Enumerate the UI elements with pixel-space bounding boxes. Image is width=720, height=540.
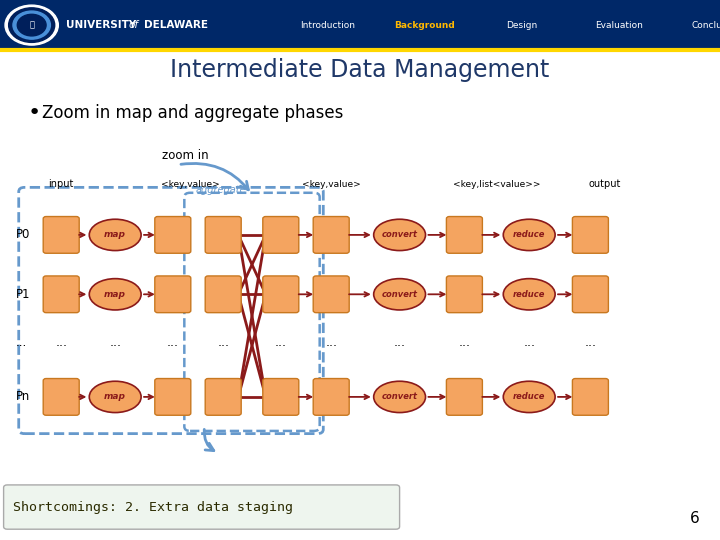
Text: reduce: reduce bbox=[513, 393, 545, 401]
FancyBboxPatch shape bbox=[313, 217, 349, 253]
Text: convert: convert bbox=[382, 290, 418, 299]
FancyBboxPatch shape bbox=[572, 276, 608, 313]
FancyBboxPatch shape bbox=[43, 379, 79, 415]
FancyBboxPatch shape bbox=[0, 0, 720, 50]
FancyBboxPatch shape bbox=[572, 379, 608, 415]
Text: reduce: reduce bbox=[513, 290, 545, 299]
FancyBboxPatch shape bbox=[446, 276, 482, 313]
Ellipse shape bbox=[503, 219, 555, 251]
Text: reduce: reduce bbox=[513, 231, 545, 239]
Text: •: • bbox=[27, 103, 40, 124]
FancyBboxPatch shape bbox=[205, 276, 241, 313]
Circle shape bbox=[5, 5, 58, 45]
Text: Intermediate Data Management: Intermediate Data Management bbox=[171, 58, 549, 82]
Text: 📚: 📚 bbox=[30, 21, 34, 30]
Text: DELAWARE: DELAWARE bbox=[144, 20, 208, 30]
FancyBboxPatch shape bbox=[263, 217, 299, 253]
Text: Evaluation: Evaluation bbox=[595, 21, 643, 30]
Text: ...: ... bbox=[55, 336, 67, 349]
Text: ...: ... bbox=[459, 336, 470, 349]
Text: zoom in: zoom in bbox=[162, 149, 209, 162]
Text: ...: ... bbox=[109, 336, 121, 349]
FancyBboxPatch shape bbox=[43, 217, 79, 253]
FancyBboxPatch shape bbox=[446, 379, 482, 415]
Text: Conclusion: Conclusion bbox=[692, 21, 720, 30]
FancyBboxPatch shape bbox=[4, 485, 400, 529]
FancyBboxPatch shape bbox=[155, 276, 191, 313]
Text: aggregate: aggregate bbox=[196, 185, 246, 195]
FancyBboxPatch shape bbox=[313, 379, 349, 415]
Text: convert: convert bbox=[382, 393, 418, 401]
Text: ...: ... bbox=[394, 336, 405, 349]
FancyBboxPatch shape bbox=[43, 276, 79, 313]
FancyBboxPatch shape bbox=[205, 217, 241, 253]
Text: P1: P1 bbox=[16, 288, 30, 301]
FancyBboxPatch shape bbox=[446, 217, 482, 253]
Text: input: input bbox=[48, 179, 74, 189]
FancyArrowPatch shape bbox=[181, 164, 248, 190]
Text: ...: ... bbox=[585, 336, 596, 349]
FancyBboxPatch shape bbox=[155, 379, 191, 415]
Circle shape bbox=[9, 8, 55, 42]
Circle shape bbox=[13, 11, 50, 39]
Text: Pn: Pn bbox=[16, 390, 30, 403]
Text: Design: Design bbox=[506, 21, 538, 30]
FancyBboxPatch shape bbox=[155, 217, 191, 253]
Text: <key,value>: <key,value> bbox=[302, 180, 361, 189]
Text: map: map bbox=[104, 231, 126, 239]
Text: ...: ... bbox=[167, 336, 179, 349]
Text: ...: ... bbox=[523, 336, 535, 349]
Text: Background: Background bbox=[395, 21, 455, 30]
Text: ...: ... bbox=[16, 336, 27, 349]
Ellipse shape bbox=[374, 279, 426, 310]
FancyBboxPatch shape bbox=[572, 217, 608, 253]
Ellipse shape bbox=[89, 279, 141, 310]
Circle shape bbox=[17, 15, 46, 36]
Text: map: map bbox=[104, 290, 126, 299]
Text: convert: convert bbox=[382, 231, 418, 239]
Ellipse shape bbox=[503, 381, 555, 413]
Ellipse shape bbox=[89, 219, 141, 251]
Text: of: of bbox=[128, 20, 138, 30]
Text: <key,value>: <key,value> bbox=[161, 180, 220, 189]
FancyBboxPatch shape bbox=[313, 276, 349, 313]
Text: map: map bbox=[104, 393, 126, 401]
Text: Introduction: Introduction bbox=[300, 21, 355, 30]
Text: Shortcomings: 2. Extra data staging: Shortcomings: 2. Extra data staging bbox=[13, 501, 293, 514]
Text: 6: 6 bbox=[690, 511, 700, 526]
Text: P0: P0 bbox=[16, 228, 30, 241]
Ellipse shape bbox=[374, 381, 426, 413]
FancyBboxPatch shape bbox=[205, 379, 241, 415]
Text: output: output bbox=[589, 179, 621, 189]
FancyBboxPatch shape bbox=[263, 276, 299, 313]
Text: ...: ... bbox=[275, 336, 287, 349]
Text: ...: ... bbox=[325, 336, 337, 349]
FancyArrowPatch shape bbox=[204, 429, 214, 451]
FancyBboxPatch shape bbox=[263, 379, 299, 415]
Ellipse shape bbox=[89, 381, 141, 413]
Ellipse shape bbox=[374, 219, 426, 251]
Text: ...: ... bbox=[217, 336, 229, 349]
Ellipse shape bbox=[503, 279, 555, 310]
Text: <key,list<value>>: <key,list<value>> bbox=[453, 180, 541, 189]
Text: UNIVERSITY: UNIVERSITY bbox=[66, 20, 137, 30]
Text: Zoom in map and aggregate phases: Zoom in map and aggregate phases bbox=[42, 104, 343, 123]
